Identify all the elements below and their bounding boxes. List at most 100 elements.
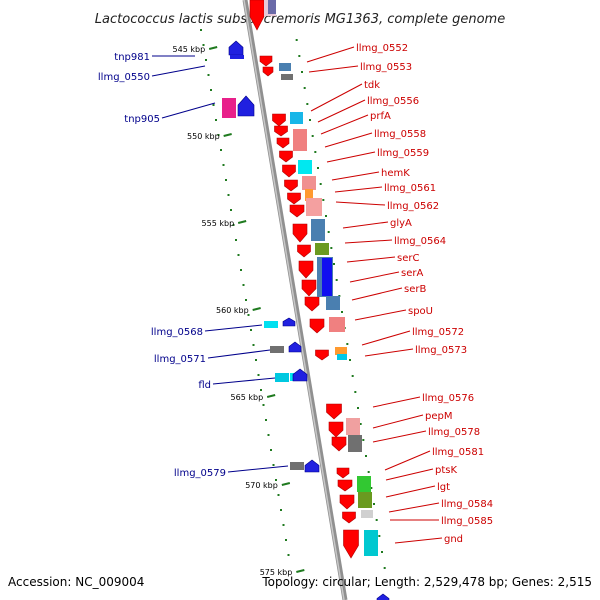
gene-label-reverse: hemK — [381, 168, 410, 179]
gene-arrow-reverse — [284, 179, 298, 192]
guide-dot-right — [311, 135, 314, 137]
guide-dot-left — [252, 344, 255, 346]
label-leader-line — [344, 239, 393, 244]
guide-dot-left — [270, 449, 272, 451]
gene-arrow-reverse — [292, 223, 308, 243]
gene-arrow-reverse — [289, 204, 305, 218]
guide-dot-right — [314, 151, 317, 153]
gene-label-forward: llmg_0550 — [98, 72, 150, 83]
map-title: Lactococcus lactis subsp. cremoris MG136… — [95, 12, 505, 27]
gene-arrow-reverse — [287, 192, 301, 205]
guide-dot-left — [230, 209, 232, 211]
gene-label-forward: tnp905 — [124, 114, 160, 125]
gene-arrow-reverse — [297, 244, 311, 258]
scale-tick-label: 555 kbp — [202, 219, 235, 228]
gene-label-reverse: llmg_0553 — [360, 62, 412, 73]
gene-label-reverse: llmg_0562 — [387, 201, 439, 212]
label-leader-line — [320, 114, 369, 135]
guide-dot-left — [210, 89, 212, 91]
guide-dot-right — [317, 167, 319, 169]
guide-dot-right — [365, 455, 367, 457]
gene-box-forward — [290, 462, 304, 470]
guide-dot-left — [245, 299, 247, 301]
guide-dot-left — [247, 314, 250, 316]
guide-dot-right — [381, 551, 383, 553]
gene-arrow-reverse — [276, 137, 290, 149]
label-leader-line — [384, 450, 431, 471]
gene-arrow-reverse — [304, 296, 320, 312]
guide-dot-right — [303, 87, 306, 89]
gene-arrow-reverse — [262, 66, 274, 77]
gene-arrow-forward — [292, 368, 308, 382]
gene-box-reverse — [290, 112, 303, 124]
label-leader-line — [388, 502, 440, 513]
gene-box-reverse — [348, 435, 362, 452]
guide-dot-left — [232, 224, 235, 226]
gene-box-reverse — [358, 492, 372, 508]
guide-dot-right — [349, 359, 351, 361]
scale-ticks: 545 kbp 550 kbp 555 kbp 560 kbp 565 kbp 570 k… — [173, 29, 386, 577]
scale-tick-label: 570 kbp — [245, 481, 278, 490]
gene-arrow-reverse — [337, 479, 353, 492]
guide-dot-right — [341, 311, 343, 313]
guide-dot-right — [306, 103, 309, 105]
guide-dot-left — [265, 419, 267, 421]
gene-arrow-reverse — [298, 260, 314, 279]
gene-label-reverse: llmg_0559 — [377, 148, 429, 159]
gene-label-reverse: serB — [404, 284, 426, 295]
scale-tick-label: 560 kbp — [216, 306, 249, 315]
guide-dot-left — [282, 524, 285, 526]
guide-dot-right — [351, 375, 354, 377]
guide-dot-right — [335, 279, 338, 281]
label-leader-line — [317, 99, 366, 123]
scale-tick-mark — [296, 569, 305, 573]
scale-tick-mark — [223, 133, 232, 137]
gene-arrow-reverse — [249, 0, 265, 31]
backbone-line — [242, 0, 348, 600]
scale-tick-label: 545 kbp — [173, 45, 206, 54]
gene-box-reverse — [302, 176, 316, 190]
gene-labels: tnp981 llmg_0550 tnp905 llmg_0568 llmg_0571f… — [98, 43, 493, 545]
gene-label-reverse: llmg_0561 — [384, 183, 436, 194]
gene-label-reverse: llmg_0578 — [428, 427, 480, 438]
gene-label-forward: llmg_0568 — [151, 327, 203, 338]
gene-box-reverse — [326, 296, 340, 310]
gene-arrow-reverse — [339, 494, 355, 510]
gene-box-reverse — [337, 354, 347, 360]
label-leader-line — [342, 221, 389, 229]
gene-box-forward — [275, 373, 289, 382]
label-leader-line — [372, 430, 427, 443]
gene-label-forward: tnp981 — [114, 52, 150, 63]
label-leader-line — [364, 348, 414, 357]
guide-dot-right — [330, 247, 333, 249]
gene-arrow-reverse — [336, 467, 350, 479]
gene-label-reverse: llmg_0576 — [422, 393, 474, 404]
gene-label-reverse: ptsK — [435, 465, 457, 476]
scale-tick-mark — [252, 307, 261, 311]
gene-label-reverse: prfA — [370, 111, 391, 122]
guide-dot-left — [205, 59, 207, 61]
gene-label-reverse: glyA — [390, 218, 412, 229]
gene-arrow-reverse — [331, 436, 347, 452]
label-leader-line — [227, 465, 289, 473]
label-leader-line — [151, 65, 206, 77]
gene-arrow-reverse — [326, 403, 342, 420]
gene-box-reverse — [311, 219, 325, 241]
gene-features — [222, 0, 390, 600]
gene-arrow-reverse — [259, 55, 273, 67]
gene-arrow-reverse — [342, 511, 356, 524]
guide-dot-left — [237, 254, 240, 256]
gene-box-reverse — [281, 74, 293, 80]
scale-tick-mark — [281, 482, 291, 486]
label-leader-line — [161, 102, 216, 119]
gene-box-forward — [222, 98, 236, 118]
gene-arrow-reverse — [272, 113, 286, 127]
gene-arrow-reverse — [301, 279, 317, 297]
gene-box-reverse — [305, 189, 313, 201]
guide-dot-left — [272, 464, 275, 466]
label-leader-line — [346, 256, 396, 263]
gene-label-reverse: llmg_0584 — [441, 499, 493, 510]
title-group: Lactococcus lactis subsp. cremoris MG136… — [95, 12, 505, 27]
guide-dot-right — [373, 503, 375, 505]
guide-dot-right — [327, 231, 330, 233]
